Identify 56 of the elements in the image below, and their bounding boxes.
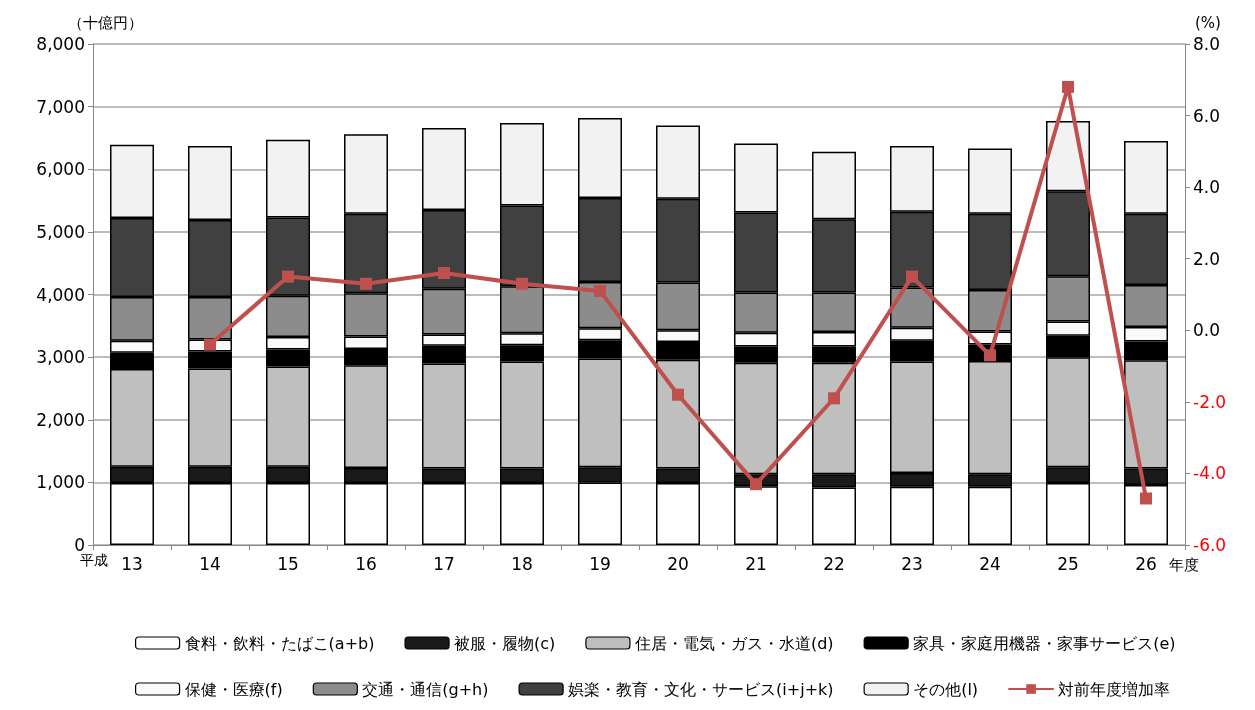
x-tick-label: 14 xyxy=(199,553,221,574)
y2-tick-label: 8.0 xyxy=(1193,34,1221,54)
y2-axis-title: (%) xyxy=(1195,13,1221,32)
legend-label: 娯楽・教育・文化・サービス(i+j+k) xyxy=(568,679,834,699)
y2-tick-label: -4.0 xyxy=(1193,463,1227,484)
x-tick-label: 22 xyxy=(823,553,845,574)
legend-label: 食料・飲料・たばこ(a+b) xyxy=(184,633,375,653)
y2-tick-label: -2.0 xyxy=(1193,391,1227,412)
legend-label: 家具・家庭用機器・家事サービス(e) xyxy=(913,633,1176,653)
legend-label: 住居・電気・ガス・水道(d) xyxy=(633,633,834,653)
y2-tick-label: 6.0 xyxy=(1193,105,1221,126)
point xyxy=(672,388,684,401)
point xyxy=(594,284,606,297)
y-axis-title: （十億円） xyxy=(68,13,143,32)
x-axis-title: 年度 xyxy=(1169,555,1199,574)
y-tick-label: 3,000 xyxy=(36,347,85,368)
point xyxy=(282,270,294,283)
x-tick-label: 16 xyxy=(355,553,377,574)
y2-tick-label: -6.0 xyxy=(1193,535,1227,555)
y2-tick-label: 4.0 xyxy=(1193,177,1221,198)
y2-tick-label: 0.0 xyxy=(1193,320,1221,341)
x-tick-label: 21 xyxy=(745,553,767,574)
legend-label: その他(l) xyxy=(913,679,979,699)
y-tick-label: 8,000 xyxy=(36,34,85,54)
text: 平成 xyxy=(80,552,108,568)
legend-label: 保健・医療(f) xyxy=(184,679,283,699)
x-tick-label: 15 xyxy=(277,553,299,574)
point xyxy=(516,277,528,290)
x-tick-label: 19 xyxy=(589,553,611,574)
x-tick-label: 25 xyxy=(1057,553,1079,574)
x-tick-label: 18 xyxy=(511,553,533,574)
y2-tick-label: 2.0 xyxy=(1193,248,1221,269)
x-tick-label: 13 xyxy=(121,553,143,574)
y-tick-label: 5,000 xyxy=(36,221,85,242)
point xyxy=(360,277,372,290)
y-tick-label: 1,000 xyxy=(36,472,85,493)
point xyxy=(438,267,450,280)
x-tick-label: 24 xyxy=(979,553,1001,574)
point xyxy=(750,478,762,491)
y-tick-label: 0 xyxy=(74,535,85,555)
legend-label: 交通・通信(g+h) xyxy=(362,679,489,699)
x-tick-label: 20 xyxy=(667,553,689,574)
legend-label: 対前年度増加率 xyxy=(1058,679,1171,699)
x-tick-label: 23 xyxy=(901,553,923,574)
point xyxy=(906,270,918,283)
legend-label: 被服・履物(c) xyxy=(454,633,556,653)
x-tick-label: 26 xyxy=(1135,553,1157,574)
point xyxy=(828,392,840,405)
point xyxy=(1062,80,1074,93)
point xyxy=(1140,492,1152,505)
y-tick-label: 2,000 xyxy=(36,409,85,430)
y-tick-label: 6,000 xyxy=(36,159,85,180)
x-tick-label: 17 xyxy=(433,553,455,574)
point xyxy=(204,338,216,351)
y-tick-label: 4,000 xyxy=(36,284,85,305)
y-tick-label: 7,000 xyxy=(36,96,85,117)
